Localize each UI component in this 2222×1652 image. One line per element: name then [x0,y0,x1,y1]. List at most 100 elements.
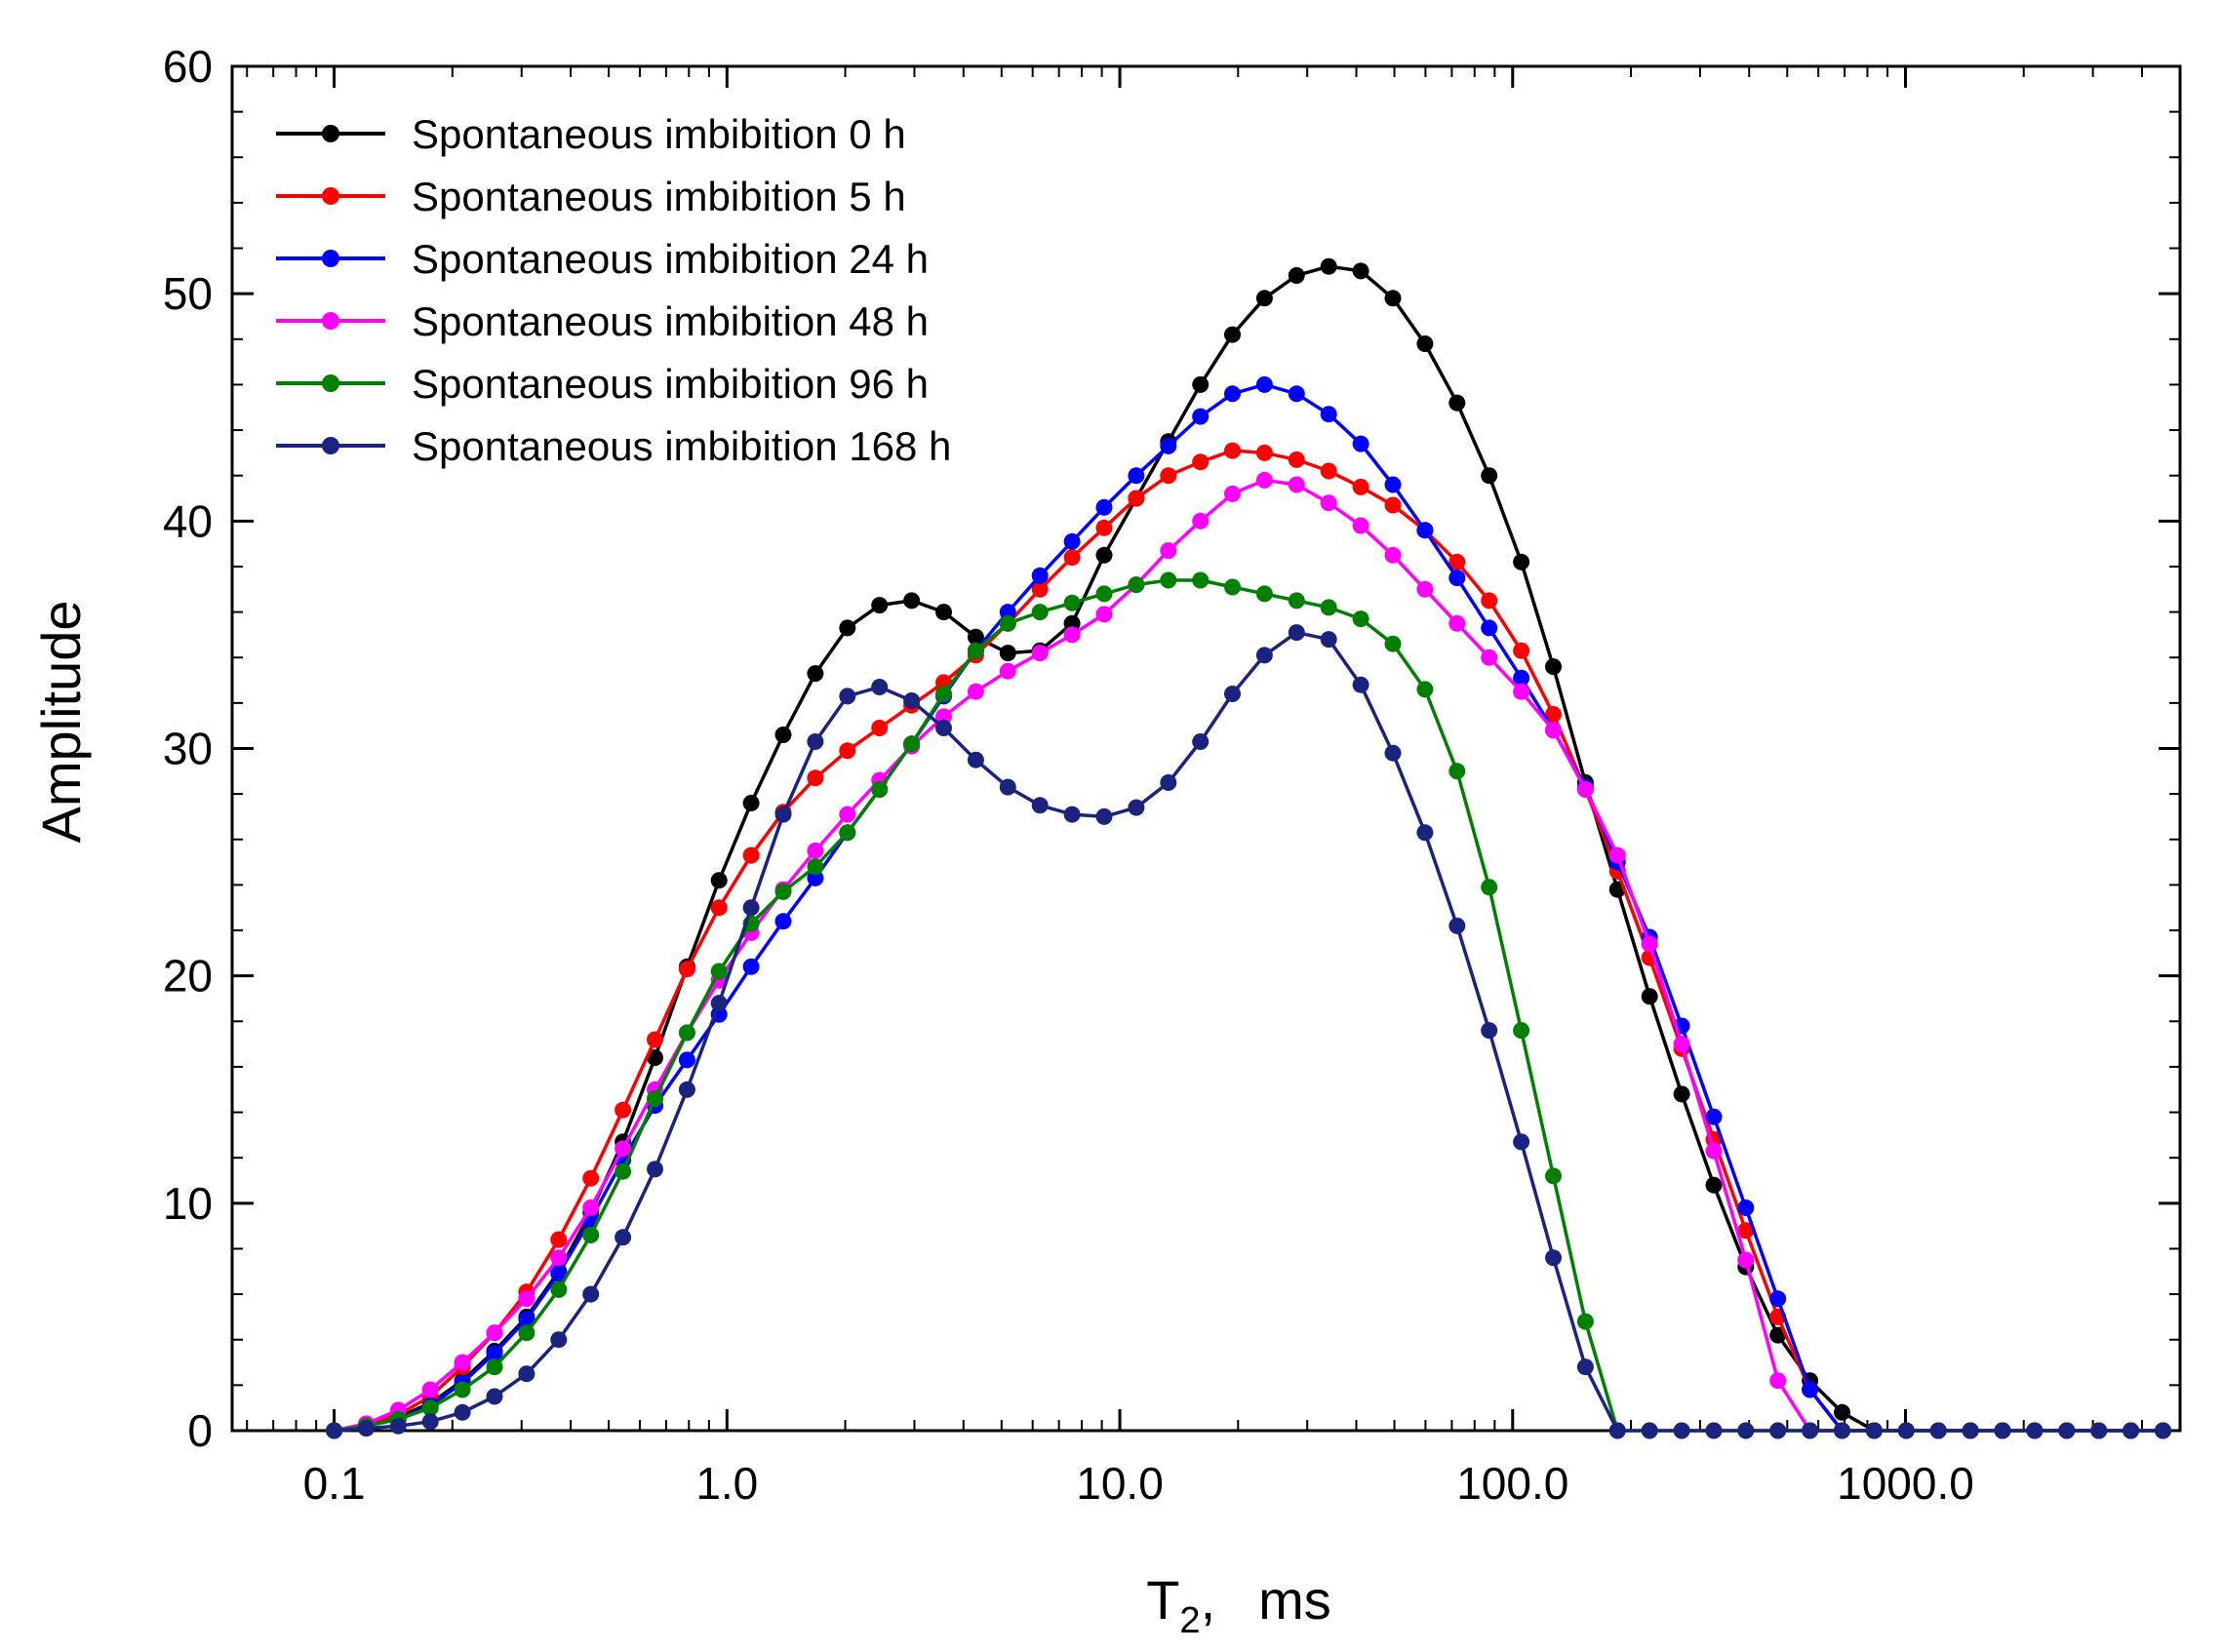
data-point [774,883,792,900]
series-line [334,264,2163,1433]
data-point [1481,619,1498,637]
data-point [1192,512,1210,530]
data-point [871,597,889,614]
data-point [421,1399,439,1417]
data-point [647,1049,663,1067]
data-point [807,869,824,886]
data-point [1481,467,1498,485]
data-point [1481,879,1498,896]
data-point [518,1290,536,1308]
data-point [1063,549,1081,567]
data-point [871,679,889,695]
data-point [742,958,760,975]
data-point [1641,1422,1658,1439]
data-point [486,1358,503,1376]
data-point [903,692,921,709]
data-point [1673,1085,1690,1103]
data-point [1384,546,1402,564]
data-point [1641,988,1658,1005]
legend-item: Spontaneous imbibition 24 h [276,236,929,282]
legend-swatch-marker [322,125,339,142]
data-point [454,1381,471,1398]
data-point [935,720,952,736]
legend-swatch-marker [322,374,339,392]
data-point [1513,642,1530,659]
series-line [334,630,2163,1433]
data-point [807,769,824,787]
data-point [1255,647,1273,664]
data-point [1192,408,1210,425]
data-point [1416,824,1434,842]
legend-item: Spontaneous imbibition 5 h [276,174,906,219]
data-point [1994,1422,2011,1439]
legend-swatch-marker [322,187,339,205]
data-point [1802,1381,1819,1398]
data-point [839,806,856,823]
data-point [1384,744,1402,762]
data-point [615,1101,632,1119]
data-point [999,614,1016,632]
data-point [1834,1403,1850,1421]
data-point [903,592,921,610]
data-point [1255,290,1273,307]
data-point [1224,385,1241,403]
data-point [839,742,856,760]
data-point [1255,471,1273,489]
data-point [1705,1176,1723,1194]
data-point [1352,435,1369,452]
data-point [1192,733,1210,750]
data-point [1448,614,1466,632]
y-tick-label: 50 [163,268,213,319]
data-point [1288,385,1305,403]
data-point [807,858,824,876]
data-point [1128,467,1145,485]
data-point [1513,553,1530,570]
data-point [1673,1036,1690,1053]
data-point [486,1345,503,1362]
series-2 [326,375,2171,1439]
data-point [1031,567,1049,584]
data-point [615,1140,632,1158]
legend-label: Spontaneous imbibition 96 h [412,361,929,407]
data-point [1288,592,1305,610]
data-point [1031,580,1049,598]
data-point [1865,1422,1883,1439]
legend-item: Spontaneous imbibition 0 h [276,111,906,157]
data-point [1416,681,1434,698]
data-point [1673,1422,1690,1439]
data-point [1448,553,1466,570]
data-point [1545,722,1562,739]
data-point [1095,498,1113,516]
series-line [334,578,2163,1433]
data-point [839,688,856,705]
data-point [550,1231,568,1248]
data-point [1160,437,1177,454]
data-point [1031,645,1049,662]
data-point [1513,1022,1530,1040]
data-point [967,683,984,700]
data-point [518,1324,536,1342]
data-point [774,806,792,823]
y-tick-label: 30 [163,724,213,774]
data-point [1576,1313,1594,1330]
data-point [1416,522,1434,539]
data-point [1384,496,1402,514]
data-point [1160,467,1177,485]
data-point [1320,631,1337,649]
data-point [1352,478,1369,495]
data-point [903,735,921,753]
data-point [1737,1222,1755,1239]
data-point [326,1422,343,1439]
data-point [2155,1422,2171,1439]
data-point [935,604,952,621]
legend-item: Spontaneous imbibition 96 h [276,361,929,407]
x-axis-title-main: T [1146,1569,1179,1631]
data-point [1769,1326,1787,1344]
data-point [871,720,889,736]
data-point [742,846,760,864]
data-point [1705,1108,1723,1125]
legend-label: Spontaneous imbibition 24 h [412,236,929,282]
legend-item: Spontaneous imbibition 168 h [276,423,951,469]
data-point [1160,571,1177,589]
data-point [1192,375,1210,393]
